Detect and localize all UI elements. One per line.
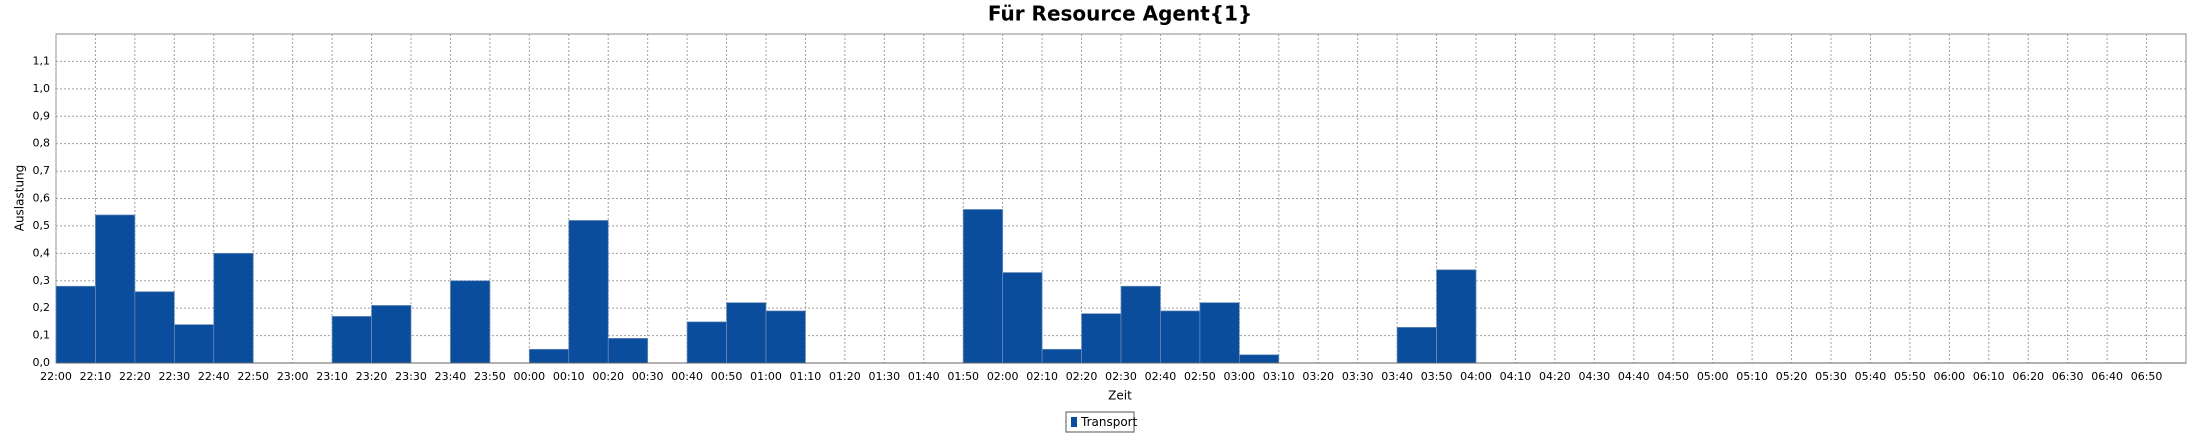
x-tick-label: 00:00 — [513, 370, 545, 383]
x-tick-label: 06:10 — [1973, 370, 2005, 383]
x-tick-label: 03:50 — [1421, 370, 1453, 383]
x-tick-label: 04:10 — [1500, 370, 1532, 383]
x-tick-label: 06:40 — [2091, 370, 2123, 383]
bar — [1081, 313, 1122, 364]
x-tick-label: 00:10 — [553, 370, 585, 383]
bar — [95, 214, 136, 364]
bar — [607, 337, 649, 364]
y-tick-label: 0,4 — [33, 246, 51, 259]
y-tick-label: 0,7 — [33, 164, 51, 177]
x-tick-label: 06:00 — [1933, 370, 1965, 383]
x-tick-label: 01:10 — [790, 370, 822, 383]
y-tick-label: 0,6 — [33, 192, 51, 205]
x-tick-label: 02:20 — [1066, 370, 1098, 383]
x-tick-label: 06:20 — [2012, 370, 2044, 383]
x-tick-label: 00:40 — [671, 370, 703, 383]
x-tick-label: 01:50 — [947, 370, 979, 383]
bar — [1120, 285, 1161, 364]
x-tick-label: 04:40 — [1618, 370, 1650, 383]
x-tick-label: 22:10 — [80, 370, 112, 383]
x-tick-label: 22:50 — [237, 370, 269, 383]
bar — [1199, 302, 1240, 364]
bar — [726, 302, 767, 364]
x-tick-label: 01:20 — [829, 370, 861, 383]
legend-box — [1065, 411, 1135, 433]
bar — [134, 291, 175, 364]
x-tick-label: 22:30 — [158, 370, 190, 383]
x-tick-label: 23:50 — [474, 370, 506, 383]
x-tick-label: 23:20 — [356, 370, 388, 383]
y-tick-label: 0,5 — [33, 219, 51, 232]
bar — [213, 252, 254, 364]
bar — [528, 348, 570, 364]
bar — [568, 220, 609, 364]
bar — [55, 285, 96, 364]
x-tick-label: 03:40 — [1381, 370, 1413, 383]
x-tick-label: 23:10 — [316, 370, 348, 383]
x-tick-label: 02:00 — [987, 370, 1019, 383]
x-tick-label: 05:20 — [1776, 370, 1808, 383]
bar — [331, 316, 372, 364]
x-tick-label: 05:00 — [1697, 370, 1729, 383]
x-tick-label: 00:20 — [592, 370, 624, 383]
x-axis-label: Zeit — [1108, 389, 1132, 403]
x-tick-label: 02:30 — [1105, 370, 1137, 383]
x-tick-label: 03:30 — [1342, 370, 1374, 383]
x-tick-label: 23:40 — [435, 370, 467, 383]
x-tick-label: 04:50 — [1657, 370, 1689, 383]
chart-title: Für Resource Agent{1} — [988, 2, 1252, 26]
x-tick-label: 03:20 — [1302, 370, 1334, 383]
y-tick-label: 0,3 — [33, 274, 51, 287]
x-tick-label: 00:50 — [711, 370, 743, 383]
y-tick-label: 1,0 — [33, 82, 51, 95]
x-tick-label: 05:40 — [1855, 370, 1887, 383]
x-tick-label: 04:00 — [1460, 370, 1492, 383]
x-tick-label: 06:30 — [2052, 370, 2084, 383]
bar — [1436, 269, 1477, 364]
legend-label: Transport — [1080, 415, 1138, 429]
x-tick-label: 05:50 — [1894, 370, 1926, 383]
y-tick-label: 0,2 — [33, 301, 51, 314]
x-tick-label: 06:50 — [2131, 370, 2163, 383]
x-tick-label: 00:30 — [632, 370, 664, 383]
x-tick-label: 04:20 — [1539, 370, 1571, 383]
y-tick-label: 0,8 — [33, 137, 51, 150]
y-tick-label: 0,0 — [33, 356, 51, 369]
legend-swatch — [1071, 417, 1077, 427]
x-tick-label: 01:30 — [868, 370, 900, 383]
x-tick-label: 05:30 — [1815, 370, 1847, 383]
bar — [450, 280, 491, 364]
x-tick-label: 05:10 — [1736, 370, 1768, 383]
bar — [686, 321, 727, 364]
x-tick-label: 02:10 — [1026, 370, 1058, 383]
bar — [765, 310, 806, 364]
x-tick-label: 02:50 — [1184, 370, 1216, 383]
bar — [1396, 327, 1437, 364]
y-axis-label: Auslastung — [13, 165, 27, 232]
x-tick-label: 01:00 — [750, 370, 782, 383]
x-tick-label: 22:40 — [198, 370, 230, 383]
bar — [962, 209, 1004, 364]
x-tick-label: 03:10 — [1263, 370, 1295, 383]
x-tick-label: 04:30 — [1578, 370, 1610, 383]
x-tick-label: 23:00 — [277, 370, 309, 383]
x-tick-label: 22:00 — [40, 370, 72, 383]
bar — [1041, 348, 1082, 364]
x-tick-label: 23:30 — [395, 370, 427, 383]
y-tick-label: 1,1 — [33, 54, 51, 67]
bar — [1238, 354, 1280, 364]
x-tick-label: 03:00 — [1223, 370, 1255, 383]
y-tick-label: 0,1 — [33, 329, 51, 342]
x-tick-label: 02:40 — [1145, 370, 1177, 383]
y-tick-label: 0,9 — [33, 109, 51, 122]
x-tick-label: 01:40 — [908, 370, 940, 383]
bar — [1002, 272, 1043, 364]
bar — [371, 305, 412, 364]
bar — [1160, 310, 1201, 364]
bar — [173, 324, 215, 364]
x-tick-label: 22:20 — [119, 370, 151, 383]
